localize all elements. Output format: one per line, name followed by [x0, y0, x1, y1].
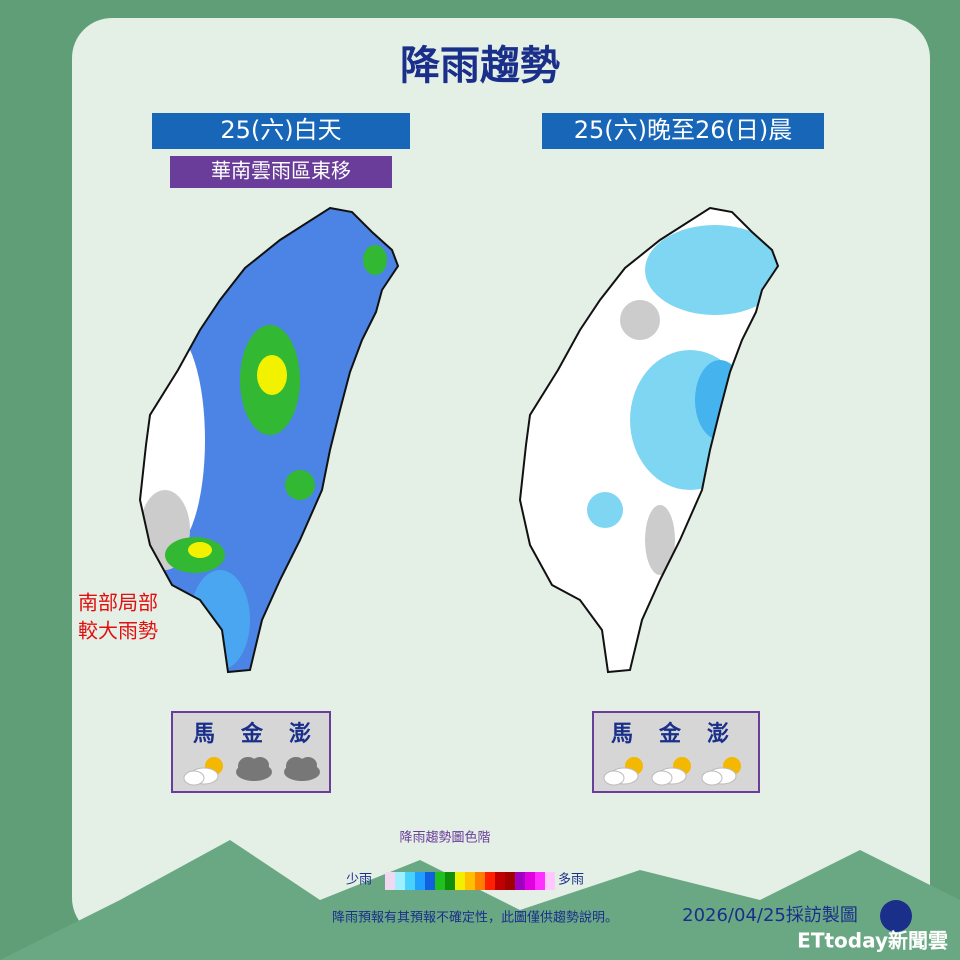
island: 澎 [707, 722, 729, 747]
heading-box [542, 113, 824, 149]
legend-low: 少雨 [346, 873, 372, 888]
brand: ETtoday新聞雲 [797, 929, 948, 953]
mountains [0, 840, 960, 960]
islands-box: 馬 金 澎 [592, 711, 760, 793]
heading: 25(六)晚至26(日)晨 [574, 116, 793, 144]
subheading: 華南雲雨區東移 [211, 159, 351, 183]
disclaimer: 降雨預報有其預報不確定性，此圖僅供趨勢說明。 [332, 910, 618, 926]
legend-high: 多雨 [558, 872, 584, 888]
credit: 2026/04/25採訪製圖 [682, 905, 858, 926]
subheading-box [170, 156, 392, 188]
note: 較大雨勢 [78, 619, 158, 643]
heading: 25(六)白天 [220, 116, 341, 144]
island: 澎 [289, 722, 311, 747]
islands-box: 馬 金 澎 [171, 711, 331, 793]
legend-title: 降雨趨勢圖色階 [399, 830, 490, 846]
heading-box [152, 113, 410, 149]
note: 南部局部 [78, 591, 158, 615]
logo [880, 900, 912, 932]
island: 馬 [193, 722, 215, 747]
island: 金 [658, 721, 682, 747]
color-scale [385, 872, 555, 890]
title: 降雨趨勢 [400, 43, 560, 89]
island: 金 [240, 721, 264, 747]
island: 馬 [611, 722, 633, 747]
